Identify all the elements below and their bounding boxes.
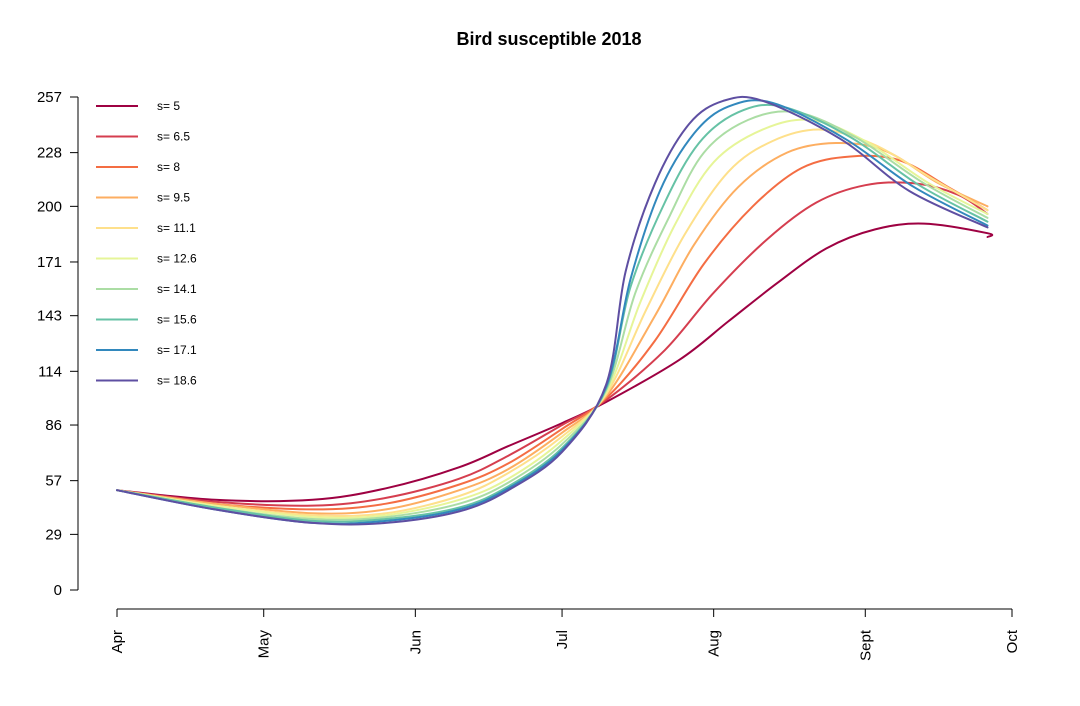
legend-label-2: s= 8 — [157, 160, 180, 174]
x-axis: Apr May Jun Jul Aug Sept Oct — [109, 608, 1021, 661]
y-tick-label: 57 — [45, 473, 62, 490]
legend-label-7: s= 15.6 — [157, 313, 197, 327]
y-tick-label: 143 — [37, 308, 62, 325]
legend-label-5: s= 12.6 — [157, 252, 197, 266]
series-line-9 — [116, 95, 989, 526]
x-tick-label: Jun — [407, 630, 424, 654]
y-tick-label: 114 — [38, 363, 62, 380]
x-tick-label: Sept — [857, 629, 874, 661]
y-tick-label: 257 — [37, 89, 62, 106]
legend-label-1: s= 6.5 — [157, 130, 190, 144]
legend-label-0: s= 5 — [157, 99, 180, 113]
legend-label-6: s= 14.1 — [157, 282, 197, 296]
legend-label-4: s= 11.1 — [157, 221, 196, 235]
y-tick-label: 171 — [37, 254, 62, 271]
legend: s= 5 s= 6.5 s= 8 s= 9.5 s= 11.1 s= 12.6 s= 14.… — [96, 99, 197, 388]
legend-label-3: s= 9.5 — [157, 191, 190, 205]
x-tick-label: Jul — [554, 630, 571, 649]
chart-title: Bird susceptible 2018 — [456, 29, 641, 49]
y-tick-label: 86 — [45, 417, 62, 434]
series-line-1 — [116, 181, 989, 507]
plot-series-group — [116, 95, 994, 526]
legend-label-8: s= 17.1 — [157, 343, 197, 357]
x-tick-label: Aug — [706, 630, 723, 657]
x-tick-label: Oct — [1004, 629, 1021, 653]
y-axis: 0 29 57 86 114 143 171 200 228 257 — [37, 89, 79, 599]
x-tick-label: Apr — [109, 630, 126, 653]
y-tick-label: 200 — [37, 198, 62, 215]
y-tick-label: 0 — [54, 582, 62, 599]
x-tick-label: May — [256, 630, 273, 659]
legend-label-9: s= 18.6 — [157, 374, 197, 388]
y-tick-label: 228 — [37, 145, 62, 162]
series-line-6 — [116, 110, 989, 521]
series-line-0 — [116, 222, 994, 503]
y-tick-label: 29 — [45, 526, 62, 543]
